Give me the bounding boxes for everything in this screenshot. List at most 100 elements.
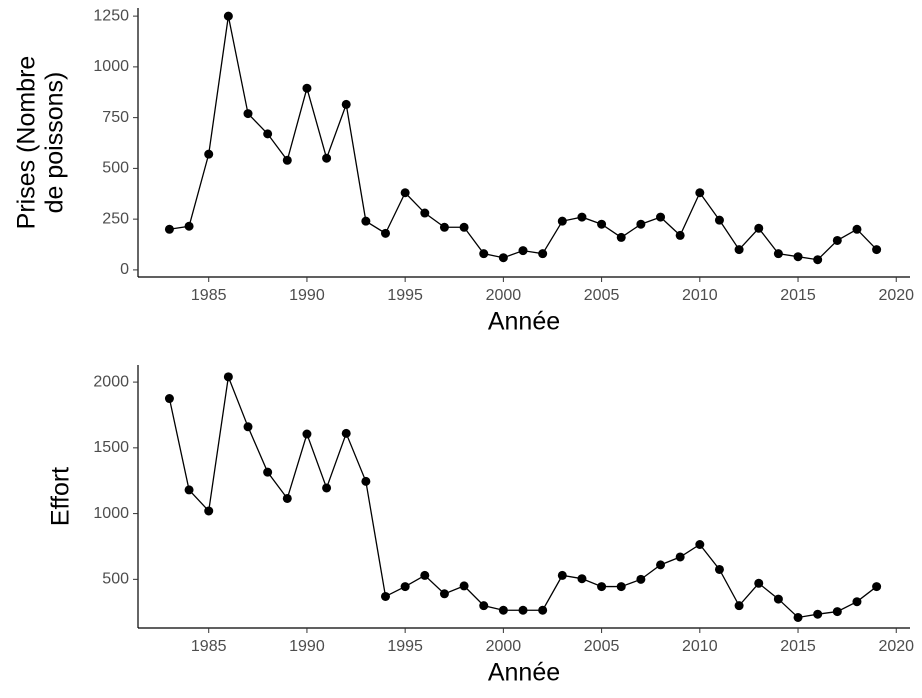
point [813, 255, 823, 265]
point [164, 394, 174, 404]
point [636, 219, 646, 229]
point [518, 605, 528, 615]
point [420, 208, 430, 218]
point [263, 467, 273, 477]
x-tick-label: 2020 [878, 287, 914, 304]
point [616, 582, 626, 592]
x-tick-label: 1990 [289, 287, 325, 304]
point [263, 129, 273, 139]
y-tick-label: 250 [102, 210, 129, 227]
point [695, 539, 705, 549]
point [439, 222, 449, 232]
point [832, 235, 842, 245]
x-tick-label: 1995 [387, 287, 423, 304]
y-tick-label: 1250 [93, 7, 129, 24]
x-tick-label: 2005 [584, 287, 620, 304]
point [439, 589, 449, 599]
point [793, 252, 803, 262]
point [872, 245, 882, 255]
y-tick-label: 500 [102, 571, 129, 588]
point [322, 483, 332, 493]
y-tick-label: 500 [102, 160, 129, 177]
point [282, 493, 292, 503]
point [341, 428, 351, 438]
point [302, 83, 312, 93]
point [734, 245, 744, 255]
x-tick-label: 1990 [289, 638, 325, 655]
point [381, 228, 391, 238]
x-tick-label: 2020 [878, 638, 914, 655]
point [204, 149, 214, 159]
point [381, 591, 391, 601]
point [773, 249, 783, 259]
point [793, 612, 803, 622]
point [695, 188, 705, 198]
point [164, 224, 174, 234]
point [361, 216, 371, 226]
point [282, 155, 292, 165]
x-tick-label: 2000 [486, 638, 522, 655]
point [754, 578, 764, 588]
y-tick-label: 0 [120, 261, 129, 278]
point [616, 232, 626, 242]
point [302, 429, 312, 439]
point [322, 153, 332, 163]
point [656, 560, 666, 570]
point [714, 215, 724, 225]
y-tick-label: 2000 [93, 373, 129, 390]
point [459, 581, 469, 591]
point [400, 582, 410, 592]
point [538, 605, 548, 615]
y-tick-label: 1500 [93, 439, 129, 456]
x-tick-label: 2015 [780, 287, 816, 304]
point [813, 609, 823, 619]
point [204, 506, 214, 516]
point [656, 212, 666, 222]
point [498, 605, 508, 615]
x-axis-title: Année [488, 308, 560, 336]
point [538, 249, 548, 259]
point [341, 99, 351, 109]
x-tick-label: 1985 [191, 638, 227, 655]
y-axis-title: Effort [47, 467, 75, 526]
series-line [168, 374, 878, 619]
point [832, 607, 842, 617]
x-tick-label: 2005 [584, 638, 620, 655]
point [734, 601, 744, 611]
point [184, 221, 194, 231]
x-tick-label: 2015 [780, 638, 816, 655]
point [597, 582, 607, 592]
point [852, 224, 862, 234]
x-axis-title: Année [488, 659, 560, 687]
point [420, 570, 430, 580]
y-tick-label: 750 [102, 109, 129, 126]
point [361, 476, 371, 486]
point [675, 552, 685, 562]
point [243, 422, 253, 432]
point [400, 188, 410, 198]
point [557, 570, 567, 580]
point [557, 216, 567, 226]
x-tick-label: 1985 [191, 287, 227, 304]
point [518, 246, 528, 256]
point [479, 601, 489, 611]
x-tick-label: 2010 [682, 638, 718, 655]
series-line [169, 15, 878, 261]
point [636, 574, 646, 584]
point [852, 597, 862, 607]
point [498, 253, 508, 263]
point [223, 372, 233, 382]
y-tick-label: 1000 [93, 58, 129, 75]
y-axis-title: de poissons) [41, 72, 69, 214]
point [577, 574, 587, 584]
point [675, 230, 685, 240]
x-tick-label: 2010 [682, 287, 718, 304]
point [243, 109, 253, 119]
point [597, 219, 607, 229]
y-tick-label: 1000 [93, 505, 129, 522]
point [754, 223, 764, 233]
point [184, 485, 194, 495]
x-tick-label: 2000 [486, 287, 522, 304]
point [223, 11, 233, 21]
